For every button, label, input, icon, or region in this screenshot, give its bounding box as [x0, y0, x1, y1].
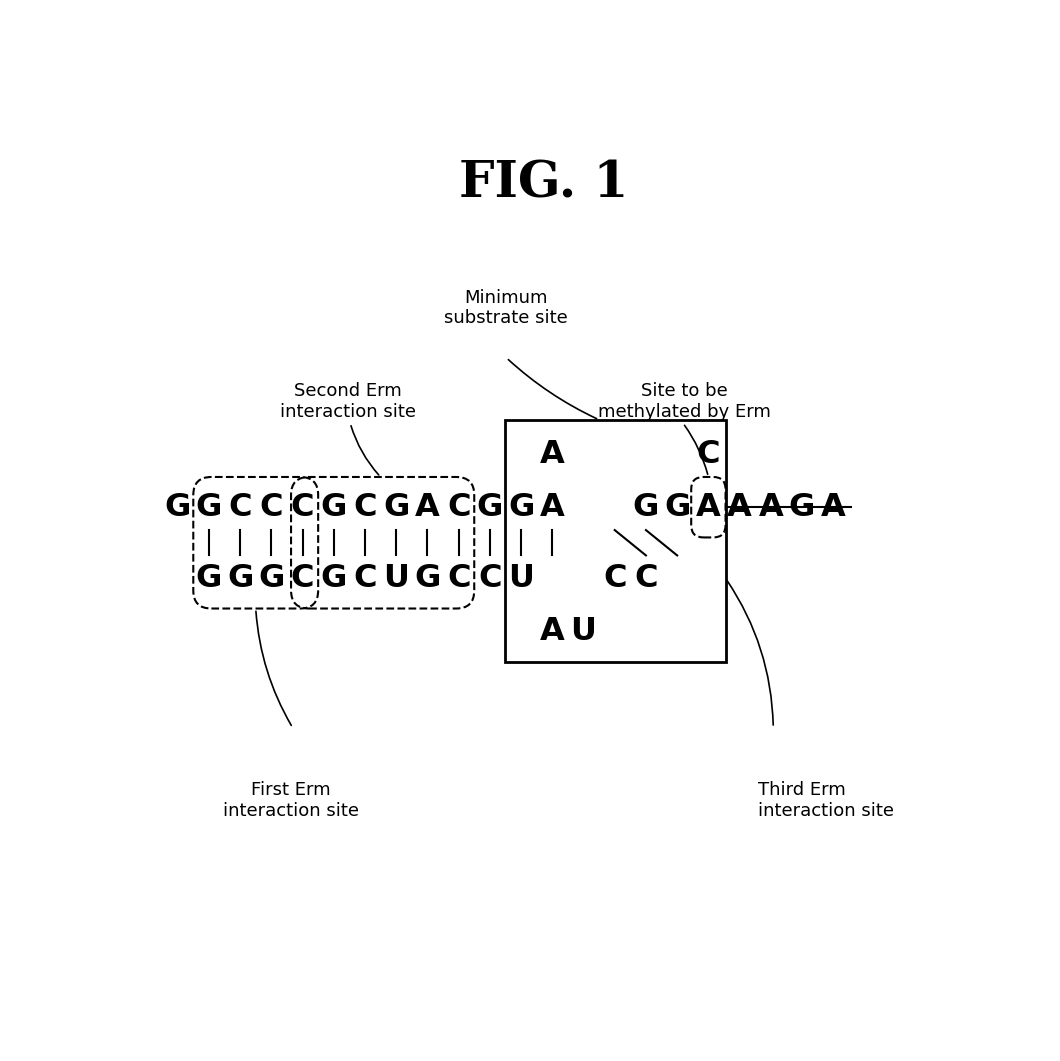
Text: Second Erm
interaction site: Second Erm interaction site	[280, 382, 416, 420]
Text: C: C	[260, 491, 283, 523]
Text: C: C	[290, 562, 315, 594]
Text: First Erm
interaction site: First Erm interaction site	[223, 781, 359, 820]
Text: G: G	[196, 491, 223, 523]
Text: G: G	[508, 491, 534, 523]
Text: G: G	[664, 491, 690, 523]
Text: C: C	[478, 562, 501, 594]
Text: C: C	[353, 562, 376, 594]
Text: A: A	[759, 491, 783, 523]
Text: G: G	[164, 491, 191, 523]
Text: C: C	[603, 562, 626, 594]
Text: C: C	[353, 491, 376, 523]
Text: A: A	[540, 438, 565, 470]
Text: A: A	[540, 615, 565, 647]
Text: Site to be
methylated by Erm: Site to be methylated by Erm	[598, 382, 771, 420]
Text: Minimum
substrate site: Minimum substrate site	[444, 289, 568, 328]
Text: G: G	[383, 491, 409, 523]
Text: C: C	[447, 491, 471, 523]
Text: A: A	[727, 491, 752, 523]
Text: G: G	[227, 562, 253, 594]
Text: G: G	[320, 562, 347, 594]
Text: G: G	[414, 562, 441, 594]
Text: C: C	[634, 562, 657, 594]
Text: C: C	[696, 438, 720, 470]
Text: FIG. 1: FIG. 1	[459, 160, 628, 209]
Text: G: G	[477, 491, 503, 523]
Text: U: U	[384, 562, 409, 594]
Text: U: U	[570, 615, 597, 647]
Text: C: C	[447, 562, 471, 594]
Text: G: G	[320, 491, 347, 523]
Text: A: A	[540, 491, 565, 523]
Text: Third Erm
interaction site: Third Erm interaction site	[759, 781, 895, 820]
Text: A: A	[416, 491, 440, 523]
Bar	[506, 420, 725, 662]
Text: C: C	[290, 491, 315, 523]
Text: G: G	[789, 491, 815, 523]
Text: G: G	[259, 562, 284, 594]
Text: G: G	[633, 491, 659, 523]
Text: A: A	[696, 491, 721, 523]
Text: C: C	[228, 491, 252, 523]
Text: G: G	[196, 562, 223, 594]
Text: A: A	[820, 491, 846, 523]
Text: U: U	[508, 562, 534, 594]
